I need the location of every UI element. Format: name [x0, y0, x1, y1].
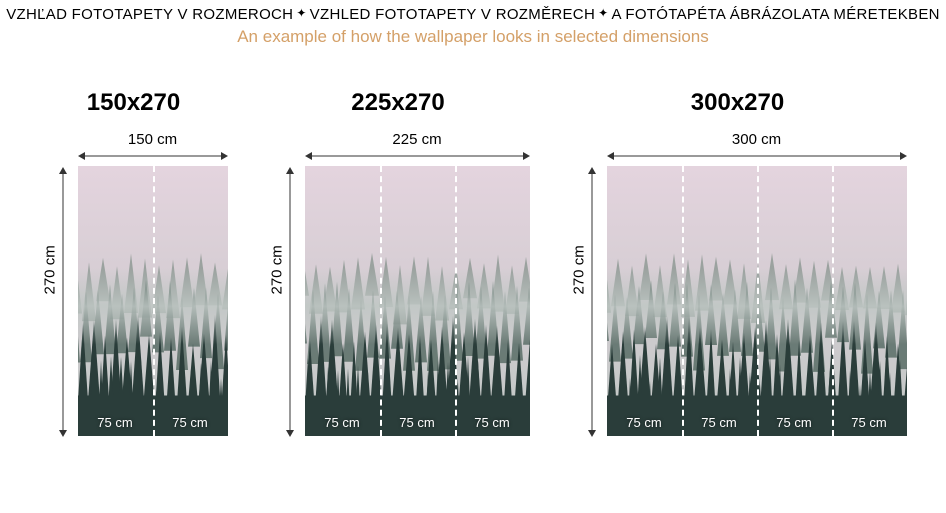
title-cz: VZHLED FOTOTAPETY V ROZMĚRECH — [310, 6, 595, 23]
horizontal-arrow-icon — [78, 150, 228, 162]
horizontal-axis: 300 cm — [607, 131, 907, 162]
width-label: 150 cm — [128, 131, 177, 148]
vertical-axis: 270 cm — [569, 131, 599, 437]
panel-width-label: 75 cm — [324, 415, 359, 430]
vertical-arrow-icon — [585, 167, 599, 437]
panel-width-label: 75 cm — [97, 415, 132, 430]
vertical-axis: 270 cm — [40, 131, 70, 437]
title-hu: A FOTÓTAPÉTA ÁBRÁZOLATA MÉRETEKBEN — [611, 6, 939, 23]
panel-width-label: 75 cm — [474, 415, 509, 430]
sparkle-icon: ✦ — [296, 6, 306, 20]
horizontal-axis: 150 cm — [78, 131, 228, 162]
title-row: VZHĽAD FOTOTAPETY V ROZMEROCH ✦ VZHLED F… — [0, 6, 946, 23]
size-title: 150x270 — [87, 89, 180, 117]
panel-divider — [153, 166, 155, 436]
horizontal-arrow-icon — [607, 150, 907, 162]
subtitle: An example of how the wallpaper looks in… — [0, 27, 946, 47]
panel-width-label: 75 cm — [399, 415, 434, 430]
wallpaper-preview: 75 cm 75 cm — [78, 166, 228, 436]
width-label: 225 cm — [392, 131, 441, 148]
size-title: 300x270 — [691, 89, 784, 117]
panel-divider — [380, 166, 382, 436]
panel-divider — [832, 166, 834, 436]
panel-width-label: 75 cm — [626, 415, 661, 430]
image-wrap: 150 cm 75 cm 75 cm — [78, 131, 228, 436]
vertical-arrow-icon — [56, 167, 70, 437]
panel-width-label: 75 cm — [701, 415, 736, 430]
panel-width-label: 75 cm — [172, 415, 207, 430]
size-diagram: 270 cm 300 cm 75 cm 75 cm 75 cm 75 cm — [569, 131, 907, 437]
vertical-axis: 270 cm — [267, 131, 297, 437]
image-wrap: 300 cm 75 cm 75 cm 75 cm 75 cm — [607, 131, 907, 436]
vertical-arrow-icon — [283, 167, 297, 437]
sparkle-icon: ✦ — [598, 6, 608, 20]
wallpaper-preview: 75 cm 75 cm 75 cm 75 cm — [607, 166, 907, 436]
size-panel: 300x270 270 cm 300 cm 75 cm 75 cm 75 cm 75 cm — [569, 89, 907, 437]
panel-divider — [757, 166, 759, 436]
panel-divider — [682, 166, 684, 436]
image-wrap: 225 cm 75 cm 75 cm 75 cm — [305, 131, 530, 436]
panel-width-label: 75 cm — [851, 415, 886, 430]
panels-row: 150x270 270 cm 150 cm 75 cm 75 cm 225x270 270… — [0, 89, 946, 437]
horizontal-axis: 225 cm — [305, 131, 530, 162]
size-diagram: 270 cm 150 cm 75 cm 75 cm — [40, 131, 228, 437]
size-panel: 225x270 270 cm 225 cm 75 cm 75 cm 75 cm — [267, 89, 530, 437]
size-title: 225x270 — [351, 89, 444, 117]
size-panel: 150x270 270 cm 150 cm 75 cm 75 cm — [40, 89, 228, 437]
panel-divider — [455, 166, 457, 436]
title-sk: VZHĽAD FOTOTAPETY V ROZMEROCH — [6, 6, 293, 23]
header: VZHĽAD FOTOTAPETY V ROZMEROCH ✦ VZHLED F… — [0, 0, 946, 47]
panel-width-label: 75 cm — [776, 415, 811, 430]
wallpaper-preview: 75 cm 75 cm 75 cm — [305, 166, 530, 436]
width-label: 300 cm — [732, 131, 781, 148]
size-diagram: 270 cm 225 cm 75 cm 75 cm 75 cm — [267, 131, 530, 437]
horizontal-arrow-icon — [305, 150, 530, 162]
